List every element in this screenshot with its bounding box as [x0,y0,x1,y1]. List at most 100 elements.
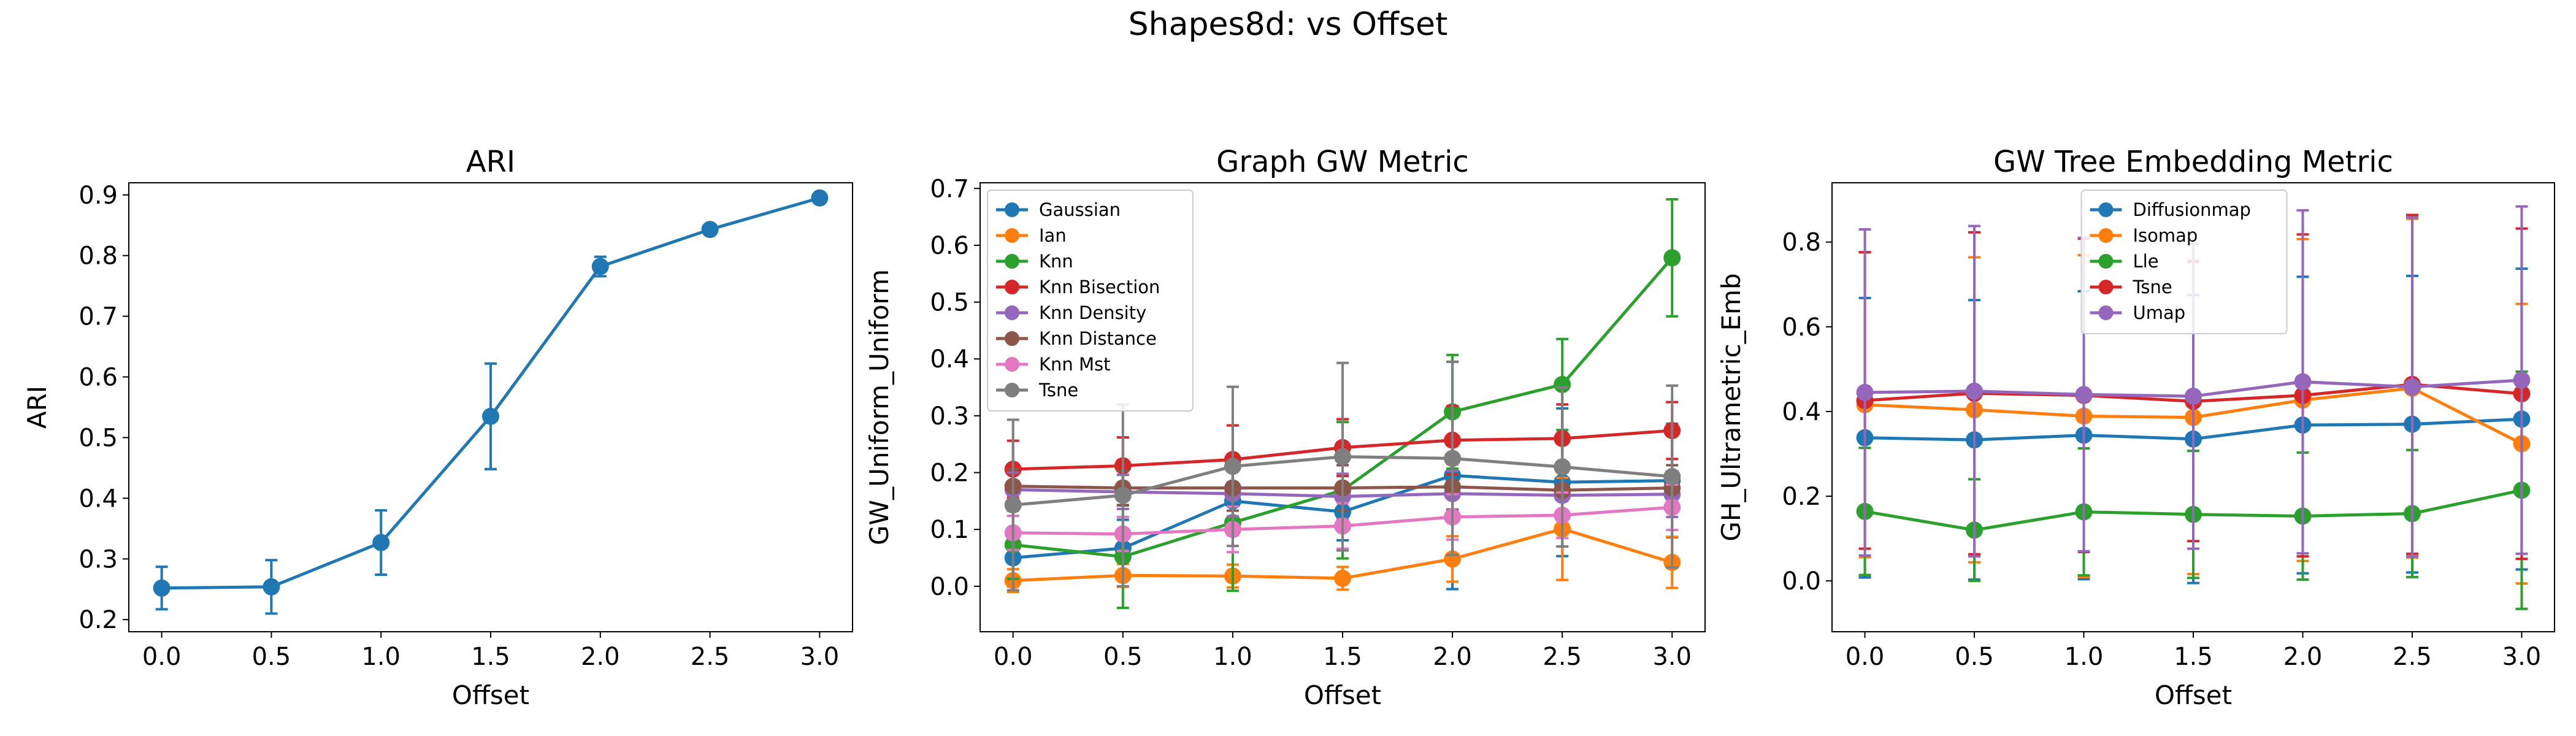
legend: Gaussian Ian Knn Knn Bisection Knn Density Kn… [987,190,1194,412]
x-axis-label: Offset [1304,680,1381,710]
data-point [701,221,719,239]
y-tick-label: 0.3 [79,545,118,573]
y-tick-label: 0.3 [930,402,969,431]
legend: Diffusionmap Isomap Lle Tsne Umap [2080,190,2288,334]
y-axis-label: ARI [22,386,52,429]
data-point [591,258,609,275]
chart-panel-2: GW Tree Embedding Metric 0.0 0.5 1.0 1.5 2.0 2… [1716,145,2555,710]
legend-label: Knn Mst [1039,354,1111,375]
y-tick-label: 0.4 [1782,398,1821,426]
legend-label: Umap [2133,302,2186,323]
y-tick-label: 0.6 [1782,313,1821,342]
data-point [2294,373,2312,391]
y-tick-label: 0.7 [79,303,118,331]
legend-swatch-marker [2098,228,2114,243]
data-point [1663,249,1681,267]
x-tick-label: 3.0 [2502,643,2542,671]
y-tick-label: 0.4 [79,485,118,513]
x-tick-label: 0.5 [1955,643,1994,671]
y-axis-label: GW_Uniform_Uniform [864,269,894,545]
y-tick-label: 0.0 [1782,567,1821,596]
data-point [1114,486,1132,504]
x-tick-label: 0.5 [1103,643,1143,671]
legend-swatch-marker [1005,254,1019,269]
x-tick-label: 1.5 [471,643,510,671]
x-tick-label: 1.5 [1323,643,1362,671]
data-point [153,579,171,597]
series-tsne [1004,360,1681,592]
x-tick-label: 1.0 [1213,643,1252,671]
legend-label: Isomap [2133,225,2198,246]
data-point [2403,378,2421,396]
x-tick-label: 1.5 [2174,643,2213,671]
x-tick-label: 2.0 [2283,643,2323,671]
x-axis-label: Offset [2155,680,2232,710]
data-point [1554,375,1571,393]
legend-label: Ian [1039,225,1067,246]
legend-box [2080,190,2288,334]
y-tick-label: 0.7 [930,175,969,203]
legend-swatch-marker [1005,357,1019,372]
data-point [2513,371,2531,389]
y-axis-label: GH_Ultrametric_Emb [1716,273,1746,541]
y-tick-label: 0.0 [930,573,969,601]
y-tick-label: 0.9 [79,182,118,210]
y-tick-label: 0.1 [930,516,969,544]
x-tick-label: 2.0 [581,643,620,671]
data-point [1224,458,1241,475]
x-tick-label: 0.5 [252,643,291,671]
x-tick-label: 2.5 [1543,643,1582,671]
legend-swatch-marker [1005,228,1019,243]
y-tick-label: 0.8 [79,242,118,270]
y-tick-label: 0.4 [930,345,969,374]
chart-title: ARI [466,145,515,179]
legend-label: Knn Bisection [1039,277,1160,297]
y-tick-label: 0.8 [1782,229,1821,257]
data-point [482,407,499,425]
x-tick-label: 2.0 [1433,643,1472,671]
y-tick-label: 0.5 [79,424,118,452]
legend-label: Diffusionmap [2133,199,2251,220]
chart-title: Graph GW Metric [1216,145,1469,179]
legend-swatch-marker [2098,280,2114,294]
data-point [1334,448,1351,466]
legend-label: Knn [1039,251,1073,272]
data-point [2075,386,2093,404]
legend-swatch-marker [2098,305,2114,320]
legend-swatch-marker [1005,202,1019,217]
series-0 [153,189,829,615]
x-tick-label: 2.5 [2393,643,2432,671]
y-tick-label: 0.6 [930,232,969,260]
y-tick-label: 0.6 [79,364,118,392]
data-point [372,534,390,551]
legend-swatch-marker [1005,383,1019,397]
x-tick-label: 2.5 [691,643,730,671]
data-point [1856,383,1874,401]
legend-swatch-marker [1005,331,1019,346]
legend-label: Tsne [2133,277,2172,297]
x-tick-label: 3.0 [1652,643,1692,671]
figure-title: Shapes8d: vs Offset [1128,6,1448,43]
legend-swatch-marker [1005,305,1019,320]
legend-swatch-marker [2098,254,2114,269]
x-tick-label: 1.0 [2064,643,2104,671]
data-point [1444,450,1462,467]
data-point [1663,468,1681,486]
data-point [1554,458,1571,476]
legend-box [987,190,1194,412]
data-point [263,578,280,596]
x-tick-label: 0.0 [1846,643,1885,671]
chart-panel-0: ARI 0.0 0.5 1.0 1.5 2.0 2.5 3.0 0.2 0.3 0.4 0.5 0.6 0… [22,145,853,710]
x-tick-label: 0.0 [994,643,1033,671]
y-tick-label: 0.2 [79,606,118,634]
legend-swatch-marker [2098,202,2114,217]
data-point [2185,388,2202,405]
y-tick-label: 0.2 [930,459,969,488]
legend-label: Tsne [1038,380,1078,401]
data-point [1004,496,1022,514]
data-point [811,189,829,207]
legend-label: Knn Distance [1039,328,1157,349]
x-tick-label: 0.0 [142,643,182,671]
y-tick-label: 0.2 [1782,483,1821,511]
